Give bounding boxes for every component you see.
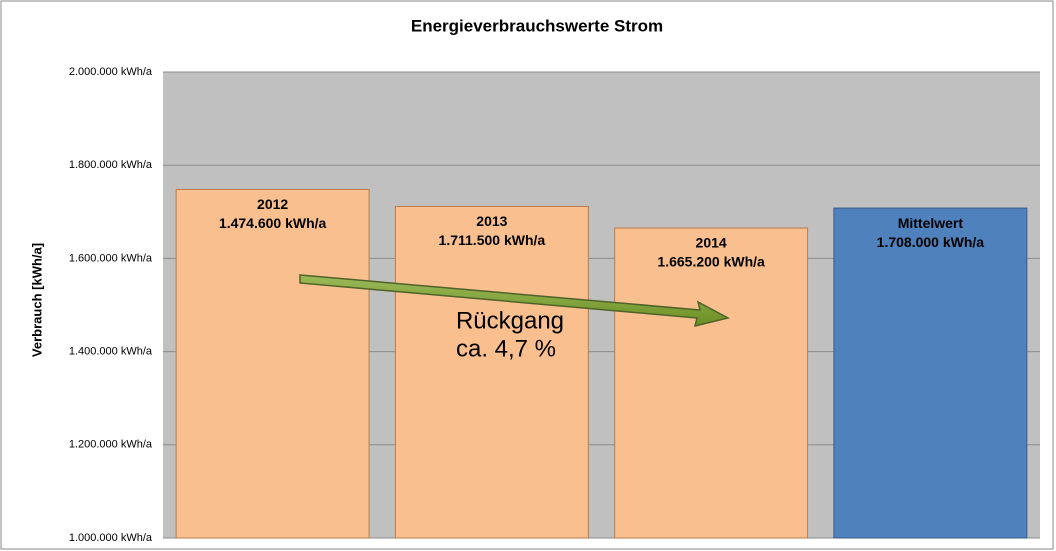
trend-arrow <box>299 274 731 328</box>
y-tick-label: 1.200.000 kWh/a <box>69 439 153 451</box>
bar-category-label: 2012 <box>257 196 288 212</box>
bar-category-label: 2013 <box>476 213 507 229</box>
bar-value-label: 1.474.600 kWh/a <box>219 215 327 231</box>
bar <box>394 205 589 539</box>
y-axis-label: Verbrauch [kWh/a] <box>29 243 44 357</box>
bar-value-label: 1.711.500 kWh/a <box>439 232 546 248</box>
bar <box>833 207 1028 539</box>
annotation: ca. 4,7 % <box>456 335 556 362</box>
bar-category-label: Mittelwert <box>898 215 964 231</box>
bars: 2012 1.474.600 kWh/a 2013 1.711.500 kWh/a 20… <box>175 188 1028 539</box>
y-tick-label: 1.600.000 kWh/a <box>69 252 153 264</box>
y-tick-label: 1.800.000 kWh/a <box>69 159 153 171</box>
bar-value-label: 1.665.200 kWh/a <box>657 254 765 270</box>
bar-category-label: 2014 <box>696 235 727 251</box>
bar-value-label: 1.708.000 kWh/a <box>877 234 985 250</box>
y-tick-label: 1.000.000 kWh/a <box>69 532 153 544</box>
bar <box>614 227 809 539</box>
y-tick-label: 2.000.000 kWh/a <box>69 66 153 78</box>
chart-title: Energieverbrauchswerte Strom <box>411 16 663 35</box>
annotation: Rückgang <box>456 307 564 334</box>
y-tick-label: 1.400.000 kWh/a <box>69 346 153 358</box>
bar <box>175 188 370 539</box>
